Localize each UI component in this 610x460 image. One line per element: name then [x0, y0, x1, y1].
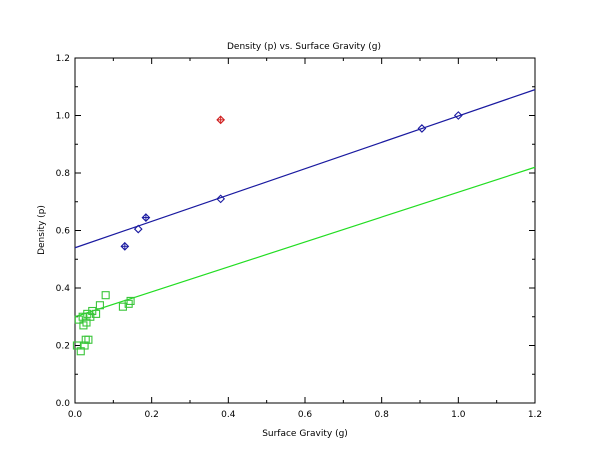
- x-tick-label: 0.0: [68, 410, 83, 420]
- x-tick-label: 0.2: [145, 410, 159, 420]
- x-tick-label: 1.2: [528, 410, 542, 420]
- y-tick-label: 1.0: [56, 112, 71, 122]
- diamond-marker: [216, 194, 226, 204]
- y-tick-label: 1.2: [56, 54, 70, 64]
- diamond-marker: [417, 124, 427, 133]
- axis-ticks: 0.0 0.2 0.4 0.6 0.8 1.0 1.2 0.0 0.2 0.4 0.6 0.8 1.0 1…: [56, 54, 542, 420]
- plot-frame: [74, 57, 536, 404]
- y-tick-label: 0.6: [56, 227, 71, 237]
- square-marker: [84, 335, 93, 344]
- x-tick-label: 1.0: [451, 410, 466, 420]
- square-marker: [124, 299, 133, 308]
- x-axis-title: Surface Gravity (g): [262, 429, 348, 439]
- square-marker: [118, 302, 127, 311]
- diamond-marker: [133, 224, 143, 234]
- y-tick-label: 0.0: [56, 399, 71, 409]
- fit-lines: [74, 89, 536, 318]
- fit-line-2: [74, 166, 536, 318]
- x-tick-label: 0.8: [375, 410, 390, 420]
- data-points: [72, 111, 463, 356]
- square-marker: [126, 296, 135, 305]
- square-marker: [101, 291, 110, 300]
- y-tick-label: 0.2: [56, 342, 70, 352]
- fit-line-1: [74, 89, 536, 249]
- y-tick-label: 0.8: [56, 169, 71, 179]
- x-tick-label: 0.4: [221, 410, 236, 420]
- square-marker: [86, 312, 95, 321]
- y-axis-title: Density (p): [37, 205, 47, 255]
- chart-title: Density (p) vs. Surface Gravity (g): [227, 42, 381, 52]
- diamond-marker: [453, 111, 463, 120]
- y-tick-label: 0.4: [56, 284, 71, 294]
- square-marker: [92, 309, 101, 318]
- square-marker: [95, 301, 104, 310]
- x-tick-label: 0.6: [298, 410, 313, 420]
